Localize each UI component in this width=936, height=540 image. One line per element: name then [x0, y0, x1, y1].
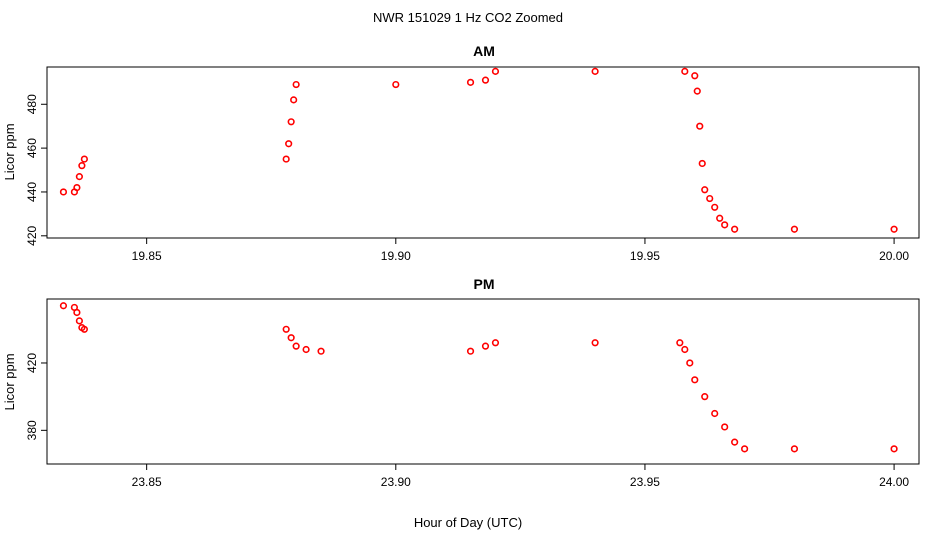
pm-y-tick-label: 420 — [25, 353, 39, 373]
pm-data-point — [740, 445, 749, 453]
am-data-point — [790, 225, 799, 233]
am-data-point — [282, 155, 290, 163]
am-data-point — [890, 225, 898, 233]
am-data-point — [80, 155, 88, 163]
pm-data-point — [890, 445, 898, 453]
am-data-points — [59, 67, 898, 233]
am-y-tick-label: 460 — [25, 138, 39, 158]
pm-data-point — [711, 409, 719, 418]
am-x-tick-label: 19.85 — [132, 249, 162, 263]
am-data-point — [73, 183, 81, 192]
pm-x-tick-label: 24.00 — [879, 475, 909, 489]
pm-data-point — [731, 438, 739, 446]
am-data-point — [716, 214, 724, 222]
pm-data-point — [302, 345, 310, 354]
am-data-point — [681, 67, 689, 75]
pm-y-axis-label: Licor ppm — [2, 353, 17, 410]
am-data-point — [721, 221, 729, 229]
am-y-tick-label: 420 — [25, 225, 39, 245]
figure-title: NWR 151029 1 Hz CO2 Zoomed — [373, 10, 563, 25]
pm-data-point — [282, 325, 290, 333]
pm-data-point — [681, 345, 689, 354]
pm-x-tick-label: 23.90 — [381, 475, 411, 489]
pm-plot-frame — [46, 298, 920, 465]
pm-data-point — [591, 339, 599, 347]
am-panel-title: AM — [473, 43, 495, 59]
am-data-point — [466, 78, 475, 86]
am-data-point — [693, 87, 701, 95]
pm-data-point — [75, 317, 83, 325]
pm-data-point — [790, 445, 799, 453]
pm-x-tick-label: 23.95 — [630, 475, 660, 489]
pm-data-point — [73, 308, 81, 317]
am-data-point — [59, 188, 68, 196]
pm-data-point — [686, 359, 694, 367]
am-data-point — [491, 67, 500, 75]
am-data-point — [285, 140, 293, 148]
am-data-point — [78, 162, 86, 170]
pm-data-point — [292, 342, 300, 350]
pm-data-points — [59, 302, 898, 453]
am-axis-ticks: 19.85 19.90 19.95 20.00 420 440 460 480 — [25, 94, 909, 263]
pm-data-point — [676, 339, 684, 347]
pm-data-point — [491, 339, 500, 347]
am-plot-frame — [46, 66, 920, 239]
pm-data-point — [80, 325, 88, 333]
am-data-point — [392, 80, 400, 89]
pm-data-point — [701, 393, 709, 401]
am-panel: AM Licor ppm 19.85 19.90 19.95 20.00 420 440 4… — [2, 43, 920, 263]
pm-data-point — [59, 302, 68, 310]
am-data-point — [287, 118, 295, 126]
am-data-point — [290, 96, 298, 104]
am-data-point — [591, 67, 599, 75]
am-data-point — [481, 76, 490, 84]
pm-panel-title: PM — [474, 276, 495, 292]
am-data-point — [706, 194, 714, 203]
pm-data-point — [481, 342, 490, 350]
am-data-point — [701, 186, 709, 194]
pm-y-tick-label: 380 — [25, 420, 39, 440]
am-data-point — [711, 203, 719, 211]
am-data-point — [731, 225, 739, 233]
am-data-point — [696, 122, 704, 130]
am-x-tick-label: 19.90 — [381, 249, 411, 263]
pm-axis-ticks: 23.85 23.90 23.95 24.00 380 420 — [25, 353, 909, 489]
pm-data-point — [691, 376, 699, 384]
am-data-point — [75, 173, 83, 181]
am-data-point — [292, 80, 300, 89]
pm-data-point — [721, 423, 729, 431]
pm-data-point — [317, 347, 325, 355]
am-data-point — [691, 72, 699, 80]
am-data-point — [698, 159, 706, 168]
am-x-tick-label: 19.95 — [630, 249, 660, 263]
pm-data-point — [287, 334, 295, 342]
am-y-tick-label: 480 — [25, 94, 39, 114]
pm-panel: PM Licor ppm 23.85 23.90 23.95 24.00 380 420 — [2, 276, 920, 489]
pm-x-tick-label: 23.85 — [132, 475, 162, 489]
am-y-axis-label: Licor ppm — [2, 123, 17, 180]
am-y-tick-label: 440 — [25, 182, 39, 202]
am-x-tick-label: 20.00 — [879, 249, 909, 263]
pm-data-point — [466, 347, 475, 355]
x-axis-label: Hour of Day (UTC) — [414, 515, 522, 530]
